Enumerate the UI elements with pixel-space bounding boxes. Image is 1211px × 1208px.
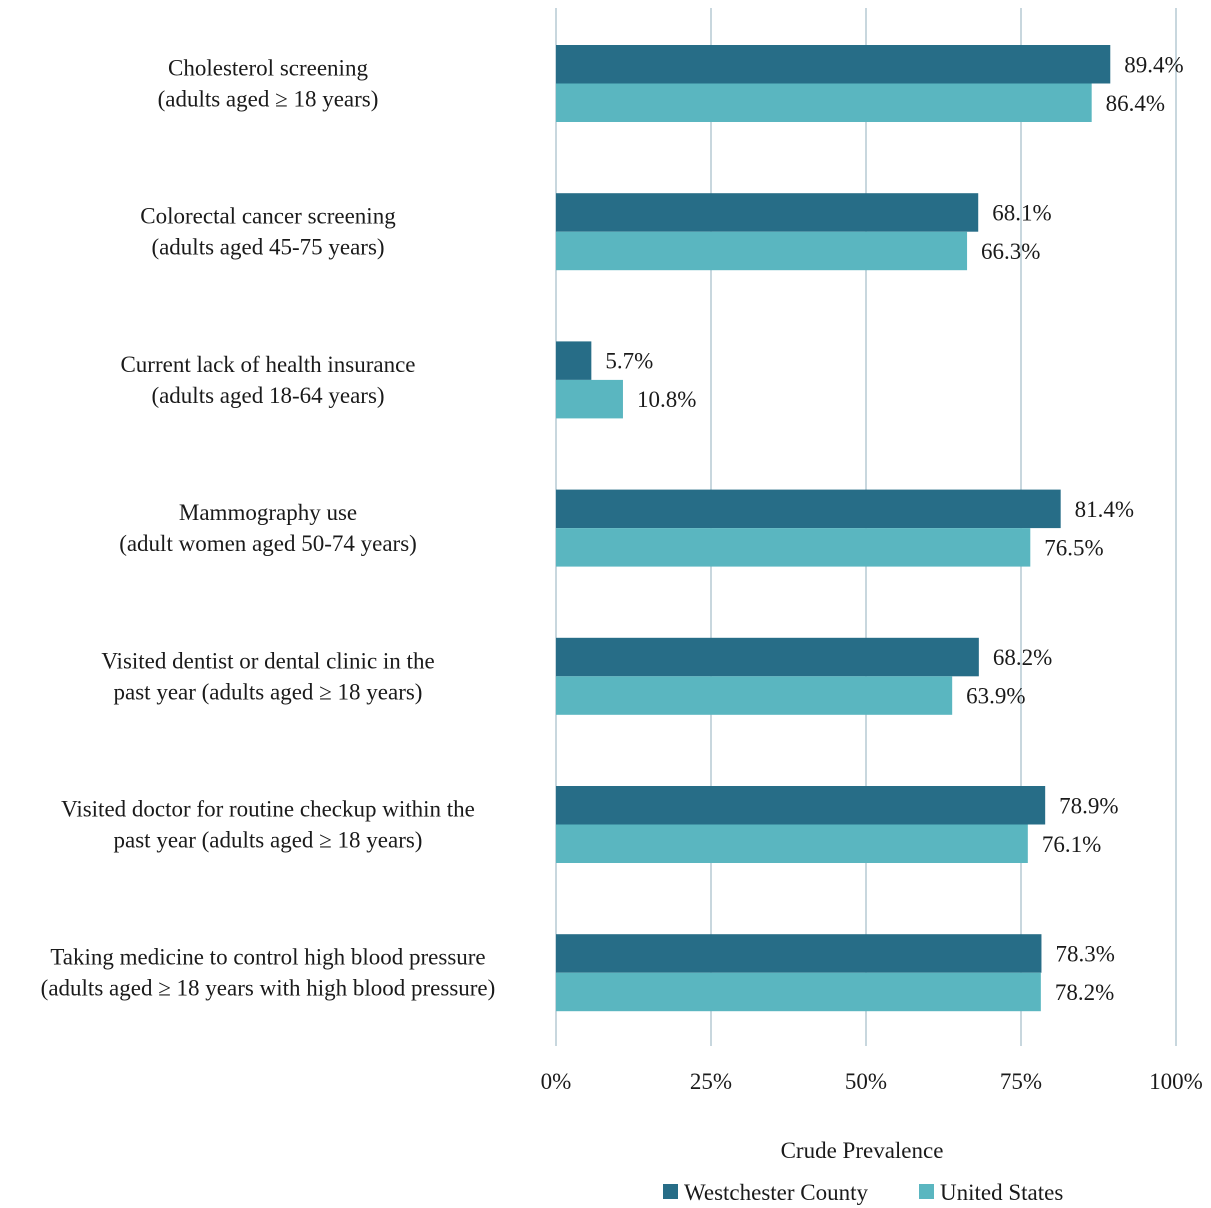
data-label: 89.4% xyxy=(1124,52,1183,77)
category-label-line: (adult women aged 50-74 years) xyxy=(119,531,417,556)
x-tick-label: 50% xyxy=(845,1069,887,1094)
data-label: 76.5% xyxy=(1044,535,1103,560)
bar-united-states xyxy=(556,231,968,271)
data-label: 10.8% xyxy=(637,387,696,412)
x-tick-label: 0% xyxy=(541,1069,572,1094)
category-label: Mammography use (adult women aged 50-74 y… xyxy=(119,500,417,556)
category-label-line: Cholesterol screening xyxy=(168,56,368,81)
x-tick-labels: 0% 25% 50% 75% 100% xyxy=(541,1069,1203,1094)
category-label-line: past year (adults aged ≥ 18 years) xyxy=(114,679,423,704)
data-label: 68.1% xyxy=(992,200,1051,225)
x-tick-label: 25% xyxy=(690,1069,732,1094)
category-label-line: (adults aged 18-64 years) xyxy=(151,383,384,408)
bar-united-states xyxy=(556,528,1031,567)
data-label: 78.2% xyxy=(1055,980,1114,1005)
category-label: Taking medicine to control high blood pr… xyxy=(41,945,496,1001)
category-label: Visited doctor for routine checkup withi… xyxy=(61,797,475,853)
category-label-line: Mammography use xyxy=(179,500,357,525)
category-label: Cholesterol screening (adults aged ≥ 18 y… xyxy=(158,56,379,112)
bar-united-states xyxy=(556,676,953,715)
legend-swatch xyxy=(663,1184,678,1199)
category-label-line: Taking medicine to control high blood pr… xyxy=(50,945,485,970)
legend-label: United States xyxy=(940,1180,1063,1205)
legend: Westchester County United States xyxy=(663,1180,1063,1205)
data-label: 63.9% xyxy=(966,684,1025,709)
data-label: 86.4% xyxy=(1106,91,1165,116)
legend-swatch xyxy=(919,1184,934,1199)
bar-westchester xyxy=(556,341,592,380)
category-label-line: Current lack of health insurance xyxy=(120,352,415,377)
data-label: 81.4% xyxy=(1075,497,1134,522)
category-label-line: (adults aged 45-75 years) xyxy=(151,235,384,260)
category-label: Visited dentist or dental clinic in the p… xyxy=(101,648,434,704)
category-label-line: Colorectal cancer screening xyxy=(140,204,396,229)
bar-westchester xyxy=(556,45,1111,84)
x-tick-label: 100% xyxy=(1149,1069,1203,1094)
bar-united-states xyxy=(556,379,623,419)
category-label-line: (adults aged ≥ 18 years) xyxy=(158,87,379,112)
data-label: 76.1% xyxy=(1042,832,1101,857)
data-label: 66.3% xyxy=(981,239,1040,264)
category-label-line: Visited dentist or dental clinic in the xyxy=(101,648,434,673)
bar-westchester xyxy=(556,786,1046,825)
bar-westchester xyxy=(556,637,979,677)
bars xyxy=(556,45,1111,1012)
category-labels: Cholesterol screening (adults aged ≥ 18 y… xyxy=(41,56,496,1001)
data-label: 78.9% xyxy=(1059,793,1118,818)
data-label: 68.2% xyxy=(993,645,1052,670)
data-labels: 89.4% 86.4% 68.1% 66.3% 5.7% 10.8% 81.4% 76.5% 6… xyxy=(605,52,1183,1005)
bar-united-states xyxy=(556,972,1041,1012)
category-label: Current lack of health insurance (adults … xyxy=(120,352,415,408)
x-tick-label: 75% xyxy=(1000,1069,1042,1094)
bar-westchester xyxy=(556,489,1061,529)
bar-westchester xyxy=(556,193,979,232)
category-label-line: past year (adults aged ≥ 18 years) xyxy=(114,828,423,853)
category-label: Colorectal cancer screening (adults aged … xyxy=(140,204,396,260)
bar-united-states xyxy=(556,824,1028,863)
bar-united-states xyxy=(556,83,1092,122)
data-label: 5.7% xyxy=(605,349,653,374)
data-label: 78.3% xyxy=(1055,941,1114,966)
x-axis-title: Crude Prevalence xyxy=(781,1138,944,1163)
category-label-line: Visited doctor for routine checkup withi… xyxy=(61,797,475,822)
category-label-line: (adults aged ≥ 18 years with high blood … xyxy=(41,976,496,1001)
legend-label: Westchester County xyxy=(684,1180,869,1205)
bar-westchester xyxy=(556,934,1042,973)
